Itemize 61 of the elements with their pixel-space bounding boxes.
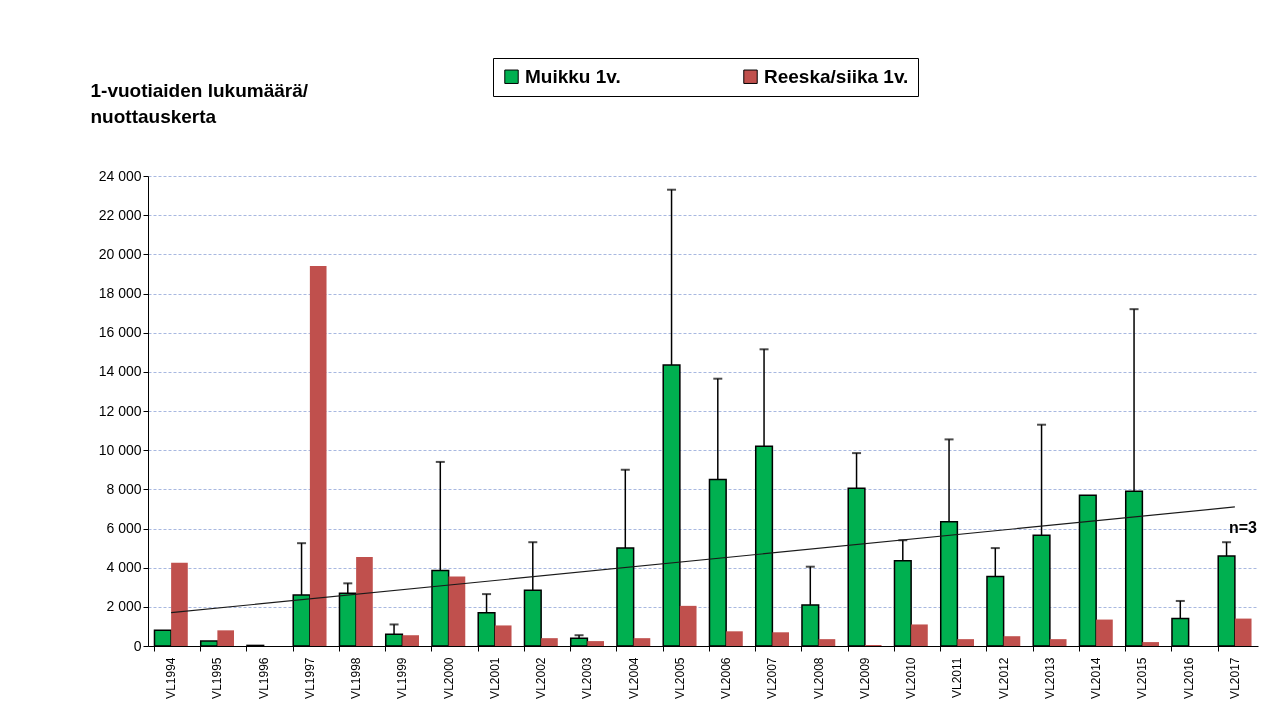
x-tick-label: VL1997 <box>302 657 317 699</box>
y-tick-label: 24 000 <box>98 167 142 184</box>
bar <box>541 638 558 646</box>
x-tick-label: VL1999 <box>395 657 410 699</box>
x-tick-label: VL2002 <box>534 657 549 699</box>
bar <box>957 639 975 646</box>
bar <box>448 576 466 646</box>
y-tick-label: 2 000 <box>106 598 142 615</box>
bar <box>818 639 836 646</box>
bar <box>726 631 743 646</box>
x-tick-label: VL2015 <box>1135 657 1150 699</box>
legend-label: Reeska/siika 1v. <box>764 65 909 87</box>
bar <box>217 630 235 646</box>
x-tick-label: VL2017 <box>1227 657 1242 699</box>
x-tick-label: VL2010 <box>904 657 919 699</box>
y-tick-label: 8 000 <box>106 480 142 497</box>
bar <box>633 638 651 646</box>
x-tick-label: VL1994 <box>164 657 179 699</box>
bar <box>402 635 420 646</box>
bar <box>1049 639 1067 646</box>
y-tick-label: 22 000 <box>98 206 142 223</box>
y-tick-label: 12 000 <box>98 402 142 419</box>
bar <box>772 632 790 646</box>
x-tick-label: VL2013 <box>1042 657 1057 699</box>
x-tick-label: VL2007 <box>765 657 780 699</box>
y-tick-label: 18 000 <box>98 285 142 301</box>
bar <box>1096 619 1113 646</box>
x-tick-label: VL2001 <box>487 657 502 699</box>
x-tick-label: VL2014 <box>1089 657 1104 699</box>
x-tick-label: VL2003 <box>580 657 595 699</box>
x-tick-label: VL1996 <box>256 657 271 699</box>
x-tick-label: VL2012 <box>996 657 1011 699</box>
y-tick-label: 20 000 <box>98 245 142 262</box>
x-tick-label: VL1998 <box>349 657 364 699</box>
y-tick-label: 10 000 <box>98 441 142 458</box>
y-tick-label: 16 000 <box>98 324 142 341</box>
y-tick-label: 0 <box>133 637 142 654</box>
bar <box>587 641 605 646</box>
bar <box>494 625 512 646</box>
x-tick-label: VL2004 <box>626 657 641 699</box>
x-tick-label: VL2011 <box>950 657 965 698</box>
bar <box>1234 618 1252 646</box>
x-tick-label: VL2005 <box>672 657 687 699</box>
x-tick-label: VL2009 <box>857 657 872 699</box>
x-tick-label: VL2016 <box>1181 657 1196 699</box>
bar <box>679 605 697 646</box>
bar <box>911 624 928 646</box>
bar <box>1003 636 1021 646</box>
bar <box>1142 642 1160 646</box>
bar <box>171 562 188 646</box>
y-tick-label: 14 000 <box>98 363 142 380</box>
x-tick-label: VL2000 <box>441 657 456 699</box>
bar <box>356 556 373 646</box>
x-tick-label: VL1995 <box>210 657 225 699</box>
annotation: n=3 <box>1228 519 1257 536</box>
y-tick-label: 4 000 <box>106 559 142 576</box>
y-axis-title: 1-vuotiaiden lukumäärä/ nuottauskerta <box>90 79 309 127</box>
legend-label: Muikku 1v. <box>525 65 621 87</box>
y-tick-label: 6 000 <box>106 520 142 536</box>
x-tick-label: VL2008 <box>811 657 826 699</box>
x-tick-label: VL2006 <box>719 657 734 699</box>
